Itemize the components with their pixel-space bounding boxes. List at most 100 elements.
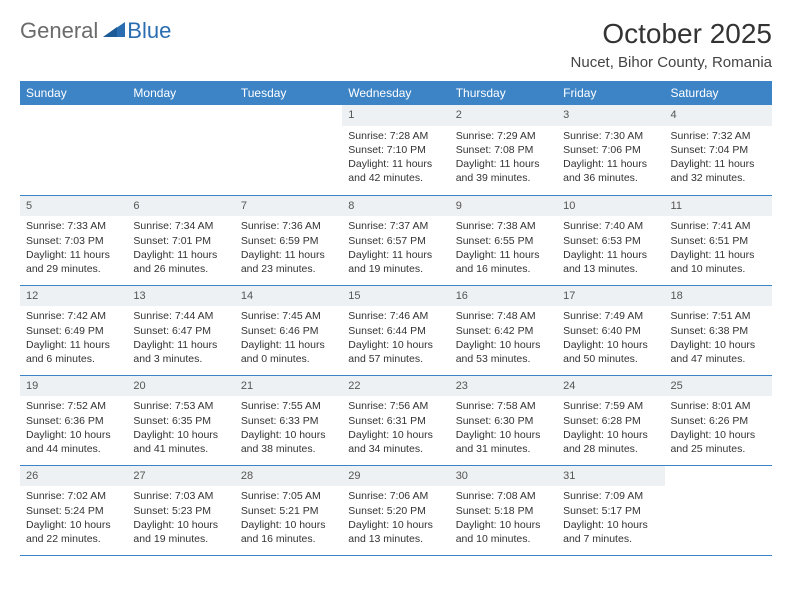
day-body: Sunrise: 7:37 AMSunset: 6:57 PMDaylight:… <box>342 216 449 282</box>
day-line: Daylight: 11 hours and 23 minutes. <box>241 248 336 276</box>
day-line: Sunset: 5:23 PM <box>133 504 228 518</box>
day-line: Sunrise: 7:49 AM <box>563 309 658 323</box>
calendar-day-cell: 12Sunrise: 7:42 AMSunset: 6:49 PMDayligh… <box>20 285 127 375</box>
day-line: Daylight: 10 hours and 19 minutes. <box>133 518 228 546</box>
day-line: Daylight: 10 hours and 28 minutes. <box>563 428 658 456</box>
day-line: Daylight: 11 hours and 32 minutes. <box>671 157 766 185</box>
day-line: Sunset: 6:59 PM <box>241 234 336 248</box>
day-line: Sunrise: 7:03 AM <box>133 489 228 503</box>
day-line: Daylight: 11 hours and 29 minutes. <box>26 248 121 276</box>
day-line: Sunrise: 7:52 AM <box>26 399 121 413</box>
day-body: Sunrise: 7:55 AMSunset: 6:33 PMDaylight:… <box>235 396 342 462</box>
day-number: 1 <box>342 105 449 126</box>
day-line: Daylight: 11 hours and 26 minutes. <box>133 248 228 276</box>
day-body: Sunrise: 8:01 AMSunset: 6:26 PMDaylight:… <box>665 396 772 462</box>
day-line: Daylight: 10 hours and 57 minutes. <box>348 338 443 366</box>
day-line: Daylight: 10 hours and 13 minutes. <box>348 518 443 546</box>
calendar-day-cell <box>20 105 127 195</box>
calendar-day-cell: 20Sunrise: 7:53 AMSunset: 6:35 PMDayligh… <box>127 375 234 465</box>
day-line: Sunrise: 7:56 AM <box>348 399 443 413</box>
day-line: Sunset: 6:57 PM <box>348 234 443 248</box>
calendar-week-row: 19Sunrise: 7:52 AMSunset: 6:36 PMDayligh… <box>20 375 772 465</box>
day-number: 12 <box>20 286 127 307</box>
day-body: Sunrise: 7:41 AMSunset: 6:51 PMDaylight:… <box>665 216 772 282</box>
day-body: Sunrise: 7:05 AMSunset: 5:21 PMDaylight:… <box>235 486 342 552</box>
weekday-header: Tuesday <box>235 81 342 105</box>
day-line: Sunrise: 7:33 AM <box>26 219 121 233</box>
day-body: Sunrise: 7:40 AMSunset: 6:53 PMDaylight:… <box>557 216 664 282</box>
day-line: Sunset: 6:46 PM <box>241 324 336 338</box>
day-number: 27 <box>127 466 234 487</box>
page-title: October 2025 <box>571 18 772 50</box>
day-body <box>20 111 127 120</box>
day-line: Sunset: 6:33 PM <box>241 414 336 428</box>
day-line: Sunset: 6:26 PM <box>671 414 766 428</box>
day-number: 8 <box>342 196 449 217</box>
calendar-table: Sunday Monday Tuesday Wednesday Thursday… <box>20 81 772 556</box>
day-line: Sunrise: 7:51 AM <box>671 309 766 323</box>
day-line: Daylight: 10 hours and 50 minutes. <box>563 338 658 366</box>
day-line: Daylight: 10 hours and 31 minutes. <box>456 428 551 456</box>
day-body: Sunrise: 7:28 AMSunset: 7:10 PMDaylight:… <box>342 126 449 192</box>
calendar-day-cell: 18 Sunrise: 7:51 AMSunset: 6:38 PMDayligh… <box>665 285 772 375</box>
day-line: Sunset: 7:03 PM <box>26 234 121 248</box>
day-line: Daylight: 10 hours and 47 minutes. <box>671 338 766 366</box>
calendar-day-cell: 10Sunrise: 7:40 AMSunset: 6:53 PMDayligh… <box>557 195 664 285</box>
day-line: Sunset: 6:35 PM <box>133 414 228 428</box>
day-line: Sunset: 7:01 PM <box>133 234 228 248</box>
day-line: Sunset: 6:47 PM <box>133 324 228 338</box>
day-line: Sunrise: 7:34 AM <box>133 219 228 233</box>
day-number: 18 <box>665 286 772 307</box>
day-line: Sunset: 7:06 PM <box>563 143 658 157</box>
day-body: Sunrise: 7:34 AMSunset: 7:01 PMDaylight:… <box>127 216 234 282</box>
day-line: Daylight: 11 hours and 16 minutes. <box>456 248 551 276</box>
day-body: Sunrise: 7:45 AMSunset: 6:46 PMDaylight:… <box>235 306 342 372</box>
day-line: Sunset: 6:44 PM <box>348 324 443 338</box>
header: General Blue October 2025 Nucet, Bihor C… <box>20 18 772 71</box>
day-line: Sunrise: 7:59 AM <box>563 399 658 413</box>
logo-triangle-icon <box>103 21 125 42</box>
day-line: Daylight: 11 hours and 0 minutes. <box>241 338 336 366</box>
day-number: 10 <box>557 196 664 217</box>
weekday-header: Sunday <box>20 81 127 105</box>
weekday-header: Wednesday <box>342 81 449 105</box>
day-line: Sunrise: 7:46 AM <box>348 309 443 323</box>
day-line: Daylight: 10 hours and 10 minutes. <box>456 518 551 546</box>
calendar-day-cell: 3Sunrise: 7:30 AMSunset: 7:06 PMDaylight… <box>557 105 664 195</box>
day-line: Sunrise: 7:09 AM <box>563 489 658 503</box>
day-number: 13 <box>127 286 234 307</box>
day-line: Sunrise: 7:08 AM <box>456 489 551 503</box>
calendar-day-cell: 27Sunrise: 7:03 AMSunset: 5:23 PMDayligh… <box>127 465 234 555</box>
day-number: 11 <box>665 196 772 217</box>
calendar-day-cell: 24Sunrise: 7:59 AMSunset: 6:28 PMDayligh… <box>557 375 664 465</box>
day-body: Sunrise: 7:38 AMSunset: 6:55 PMDaylight:… <box>450 216 557 282</box>
calendar-week-row: 1Sunrise: 7:28 AMSunset: 7:10 PMDaylight… <box>20 105 772 195</box>
day-line: Sunset: 6:53 PM <box>563 234 658 248</box>
day-line: Daylight: 11 hours and 10 minutes. <box>671 248 766 276</box>
weekday-header: Thursday <box>450 81 557 105</box>
day-number: 21 <box>235 376 342 397</box>
day-number: 23 <box>450 376 557 397</box>
day-body: Sunrise: 7:46 AMSunset: 6:44 PMDaylight:… <box>342 306 449 372</box>
day-body: Sunrise: 7:09 AMSunset: 5:17 PMDaylight:… <box>557 486 664 552</box>
day-body: Sunrise: 7:33 AMSunset: 7:03 PMDaylight:… <box>20 216 127 282</box>
logo-text-general: General <box>20 18 98 44</box>
day-number: 30 <box>450 466 557 487</box>
day-number: 4 <box>665 105 772 126</box>
calendar-day-cell: 8Sunrise: 7:37 AMSunset: 6:57 PMDaylight… <box>342 195 449 285</box>
day-number: 3 <box>557 105 664 126</box>
calendar-day-cell: 2Sunrise: 7:29 AMSunset: 7:08 PMDaylight… <box>450 105 557 195</box>
day-line: Daylight: 10 hours and 53 minutes. <box>456 338 551 366</box>
day-line: Daylight: 10 hours and 41 minutes. <box>133 428 228 456</box>
calendar-day-cell <box>665 465 772 555</box>
calendar-day-cell: 26Sunrise: 7:02 AMSunset: 5:24 PMDayligh… <box>20 465 127 555</box>
calendar-day-cell: 25Sunrise: 8:01 AMSunset: 6:26 PMDayligh… <box>665 375 772 465</box>
day-body: Sunrise: 7:03 AMSunset: 5:23 PMDaylight:… <box>127 486 234 552</box>
day-body <box>665 472 772 481</box>
day-line: Sunset: 6:38 PM <box>671 324 766 338</box>
day-line: Daylight: 10 hours and 16 minutes. <box>241 518 336 546</box>
day-number: 2 <box>450 105 557 126</box>
logo: General Blue <box>20 18 171 44</box>
day-body: Sunrise: 7:30 AMSunset: 7:06 PMDaylight:… <box>557 126 664 192</box>
calendar-day-cell: 1Sunrise: 7:28 AMSunset: 7:10 PMDaylight… <box>342 105 449 195</box>
